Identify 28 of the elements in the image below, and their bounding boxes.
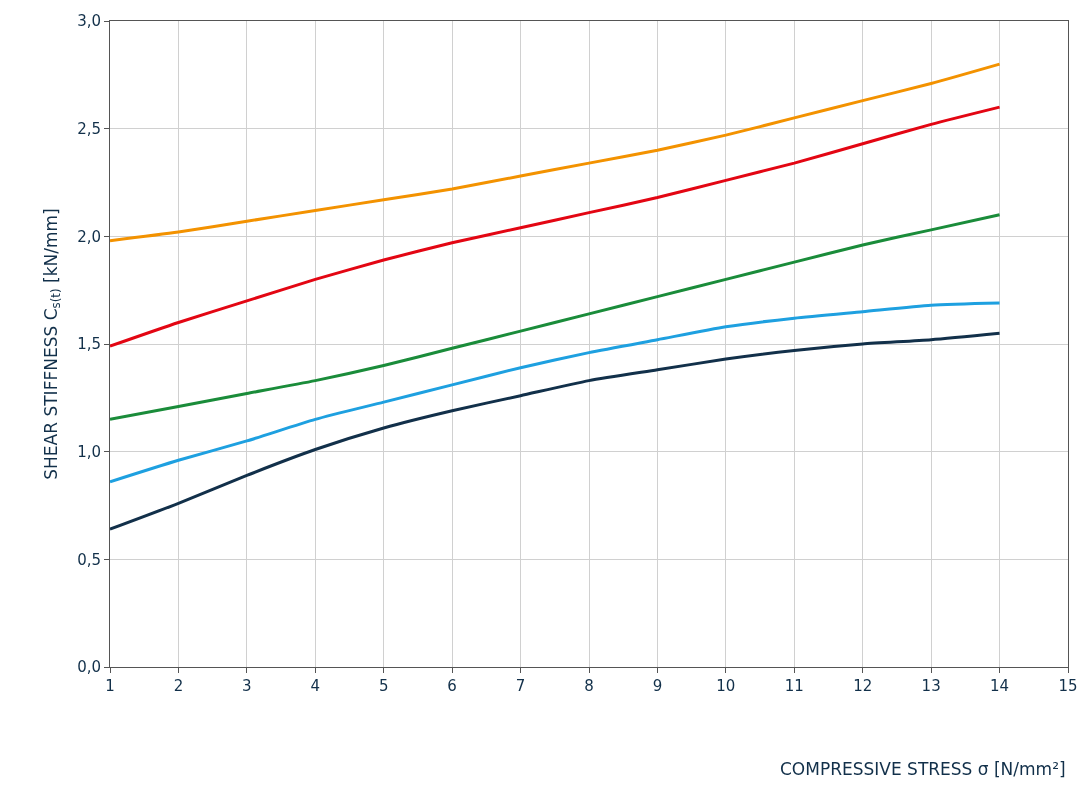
y-tick-label: 2,0 [77,227,101,246]
x-tick-label: 10 [716,677,736,695]
x-tick-label: 2 [173,677,184,695]
y-tick-label: 0,0 [77,658,101,677]
x-tick-label: 4 [310,677,321,695]
y-tick-label: 3,0 [77,12,101,31]
x-tick-label: 6 [447,677,457,695]
x-tick-label: 7 [515,677,526,695]
x-axis-title: COMPRESSIVE STRESS σ [N/mm²] [780,759,1066,779]
x-tick-label: 3 [242,677,252,695]
line-series [110,105,1002,348]
x-tick-label: 9 [652,677,663,695]
line-series [110,331,1002,531]
x-tick-label: 13 [921,677,941,695]
line-series [110,213,1002,421]
line-series [110,62,1002,243]
x-tick-label: 1 [105,677,115,695]
x-tick-label: 11 [784,677,804,695]
x-tick-label: 5 [378,677,389,695]
x-tick-label: 12 [853,677,873,695]
y-tick-label: 1,0 [77,442,101,461]
line-series [110,301,1002,484]
x-tick-label: 15 [1058,677,1078,695]
x-tick-label: 8 [584,677,594,695]
y-tick-label: 0,5 [77,550,101,569]
y-tick-label: 2,5 [77,119,101,138]
x-tick-label: 14 [990,677,1010,695]
y-tick-label: 1,5 [77,335,101,354]
